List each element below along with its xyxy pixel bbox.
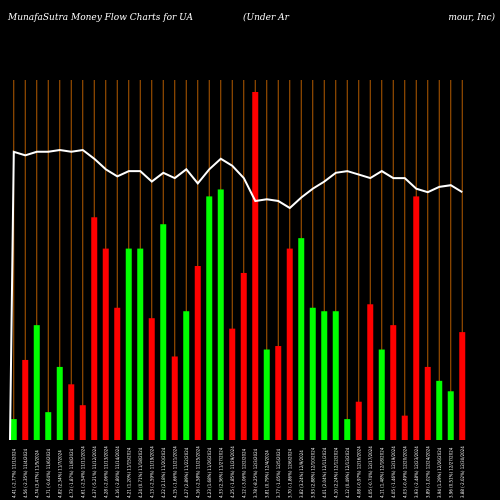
money-flow-bar: [114, 307, 121, 440]
x-tick-label: 3.94 (1.29%) 12/26/2024: [437, 447, 442, 498]
money-flow-bar: [309, 307, 316, 440]
money-flow-bar: [424, 366, 431, 440]
x-tick-label: 4.08 (-0.97%) 12/16/2024: [356, 446, 361, 498]
money-flow-bar: [206, 196, 213, 440]
x-tick-label: 3.88 (-2.02%) 12/30/2024: [460, 446, 465, 498]
money-flow-bar: [22, 359, 29, 440]
x-tick-label: 4.28 (-2.06%) 11/13/2024: [103, 446, 108, 498]
money-flow-bar: [56, 366, 63, 440]
chart-title-left: MunafaSutra Money Flow Charts for UA: [7, 13, 193, 23]
money-flow-bar: [459, 332, 466, 440]
money-flow-bar: [229, 328, 236, 440]
x-tick-label: 4.74 (3.47%) 11/5/2024: [34, 450, 39, 498]
x-tick-label: 4.16 (-2.58%) 11/25/2024: [195, 446, 200, 498]
money-flow-bar: [160, 224, 167, 440]
x-tick-label: 4.82 (2.34%) 11/7/2024: [57, 450, 62, 498]
x-tick-labels: 4.41 (-2.77%) 11/1/2024 4.56 (-2.35%) 11/…: [11, 446, 465, 498]
x-tick-label: 4.41 (-2.77%) 11/1/2024: [11, 448, 16, 498]
money-flow-bar: [137, 248, 144, 440]
x-tick-label: 4.12 (0.49%) 12/13/2024: [345, 447, 350, 498]
x-tick-label: 3.81 (0.79%) 12/4/2024: [264, 450, 269, 498]
x-tick-label: 4.27 (2.89%) 11/22/2024: [184, 447, 189, 498]
money-flow-bar: [79, 405, 86, 440]
money-flow-bar: [125, 248, 132, 440]
x-tick-label: 4.12 (-3.06%) 12/2/2024: [241, 448, 246, 498]
bars: [10, 92, 466, 440]
money-flow-line: [9, 148, 463, 441]
x-tick-label: 4.56 (-2.35%) 11/4/2024: [23, 448, 28, 498]
money-flow-bar: [390, 325, 397, 440]
x-tick-label: 3.77 (-1.05%) 12/5/2024: [276, 448, 281, 498]
x-tick-label: 4.25 (-1.85%) 11/29/2024: [230, 446, 235, 498]
x-tick-label: 3.78 (-8.25%) 12/3/2024: [253, 448, 258, 498]
x-tick-label: 4.71 (-0.64%) 11/6/2024: [46, 448, 51, 498]
x-tick-label: 3.82 (3.24%) 12/9/2024: [299, 450, 304, 498]
x-tick-label: 4.61 (-2.54%) 11/11/2024: [80, 446, 85, 498]
money-flow-bar: [344, 419, 351, 440]
x-tick-label: 4.15 (-1.66%) 11/21/2024: [172, 446, 177, 498]
money-flow-bar: [33, 325, 40, 440]
x-tick-label: 4.16 (-2.80%) 11/14/2024: [115, 446, 120, 498]
money-flow-bar: [413, 196, 420, 440]
money-flow-bar: [148, 318, 155, 440]
money-flow-bar: [240, 272, 247, 440]
money-flow-bar: [367, 304, 374, 440]
money-flow-bar: [102, 248, 109, 440]
money-flow-bar: [252, 92, 259, 440]
x-tick-label: 3.96 (0.51%) 12/27/2024: [448, 447, 453, 498]
x-tick-label: 4.33 (2.36%) 11/27/2024: [218, 447, 223, 498]
money-flow-bar: [10, 419, 17, 440]
money-flow-bar: [378, 349, 385, 440]
x-tick-label: 4.05 (-0.74%) 12/17/2024: [368, 446, 373, 498]
money-flow-bar: [286, 248, 293, 440]
money-flow-bar: [321, 311, 328, 440]
money-flow-bar: [68, 384, 75, 440]
x-tick-label: 3.93 (-2.48%) 12/23/2024: [414, 446, 419, 498]
money-flow-bar: [436, 380, 443, 440]
money-flow-bar: [355, 401, 362, 440]
line-series: [9, 148, 463, 441]
x-tick-label: 4.03 (-0.49%) 12/20/2024: [402, 446, 407, 498]
chart-title-center: (Under Ar: [243, 12, 290, 23]
x-tick-label: 4.73 (-1.87%) 11/8/2024: [69, 448, 74, 498]
x-tick-label: 4.11 (1.48%) 12/18/2024: [379, 447, 384, 498]
money-flow-bar: [401, 415, 408, 440]
x-tick-label: 4.37 (-5.21%) 11/12/2024: [92, 446, 97, 498]
money-flow-bar: [45, 412, 52, 440]
money-flow-bar: [275, 346, 282, 440]
x-tick-label: 4.10 (2.24%) 12/12/2024: [333, 447, 338, 498]
x-tick-label: 4.24 (0.71%) 11/18/2024: [138, 447, 143, 498]
x-tick-label: 3.89 (-1.02%) 12/24/2024: [425, 446, 430, 498]
x-tick-label: 4.23 (1.68%) 11/26/2024: [207, 447, 212, 498]
money-flow-bar: [217, 189, 224, 440]
money-flow-bar: [298, 238, 305, 440]
money-flow-bar: [171, 356, 178, 440]
money-flow-bar: [183, 311, 190, 440]
x-tick-label: 3.70 (-1.86%) 12/6/2024: [287, 448, 292, 498]
money-flow-bar: [194, 266, 201, 440]
x-tick-label: 3.93 (2.88%) 12/10/2024: [310, 447, 315, 498]
money-flow-bar: [447, 391, 454, 440]
chart-title-right: mour, Inc): [448, 12, 495, 23]
x-tick-label: 4.01 (2.04%) 12/11/2024: [322, 447, 327, 498]
x-tick-label: 4.13 (-2.59%) 11/19/2024: [149, 446, 154, 498]
x-tick-label: 4.05 (-1.46%) 12/19/2024: [391, 446, 396, 498]
money-flow-bar: [91, 217, 98, 440]
x-tick-label: 4.22 (2.18%) 11/20/2024: [161, 447, 166, 498]
money-flow-bar: [332, 311, 339, 440]
x-tick-label: 4.21 (1.20%) 11/15/2024: [126, 447, 131, 498]
money-flow-bar: [263, 349, 270, 440]
